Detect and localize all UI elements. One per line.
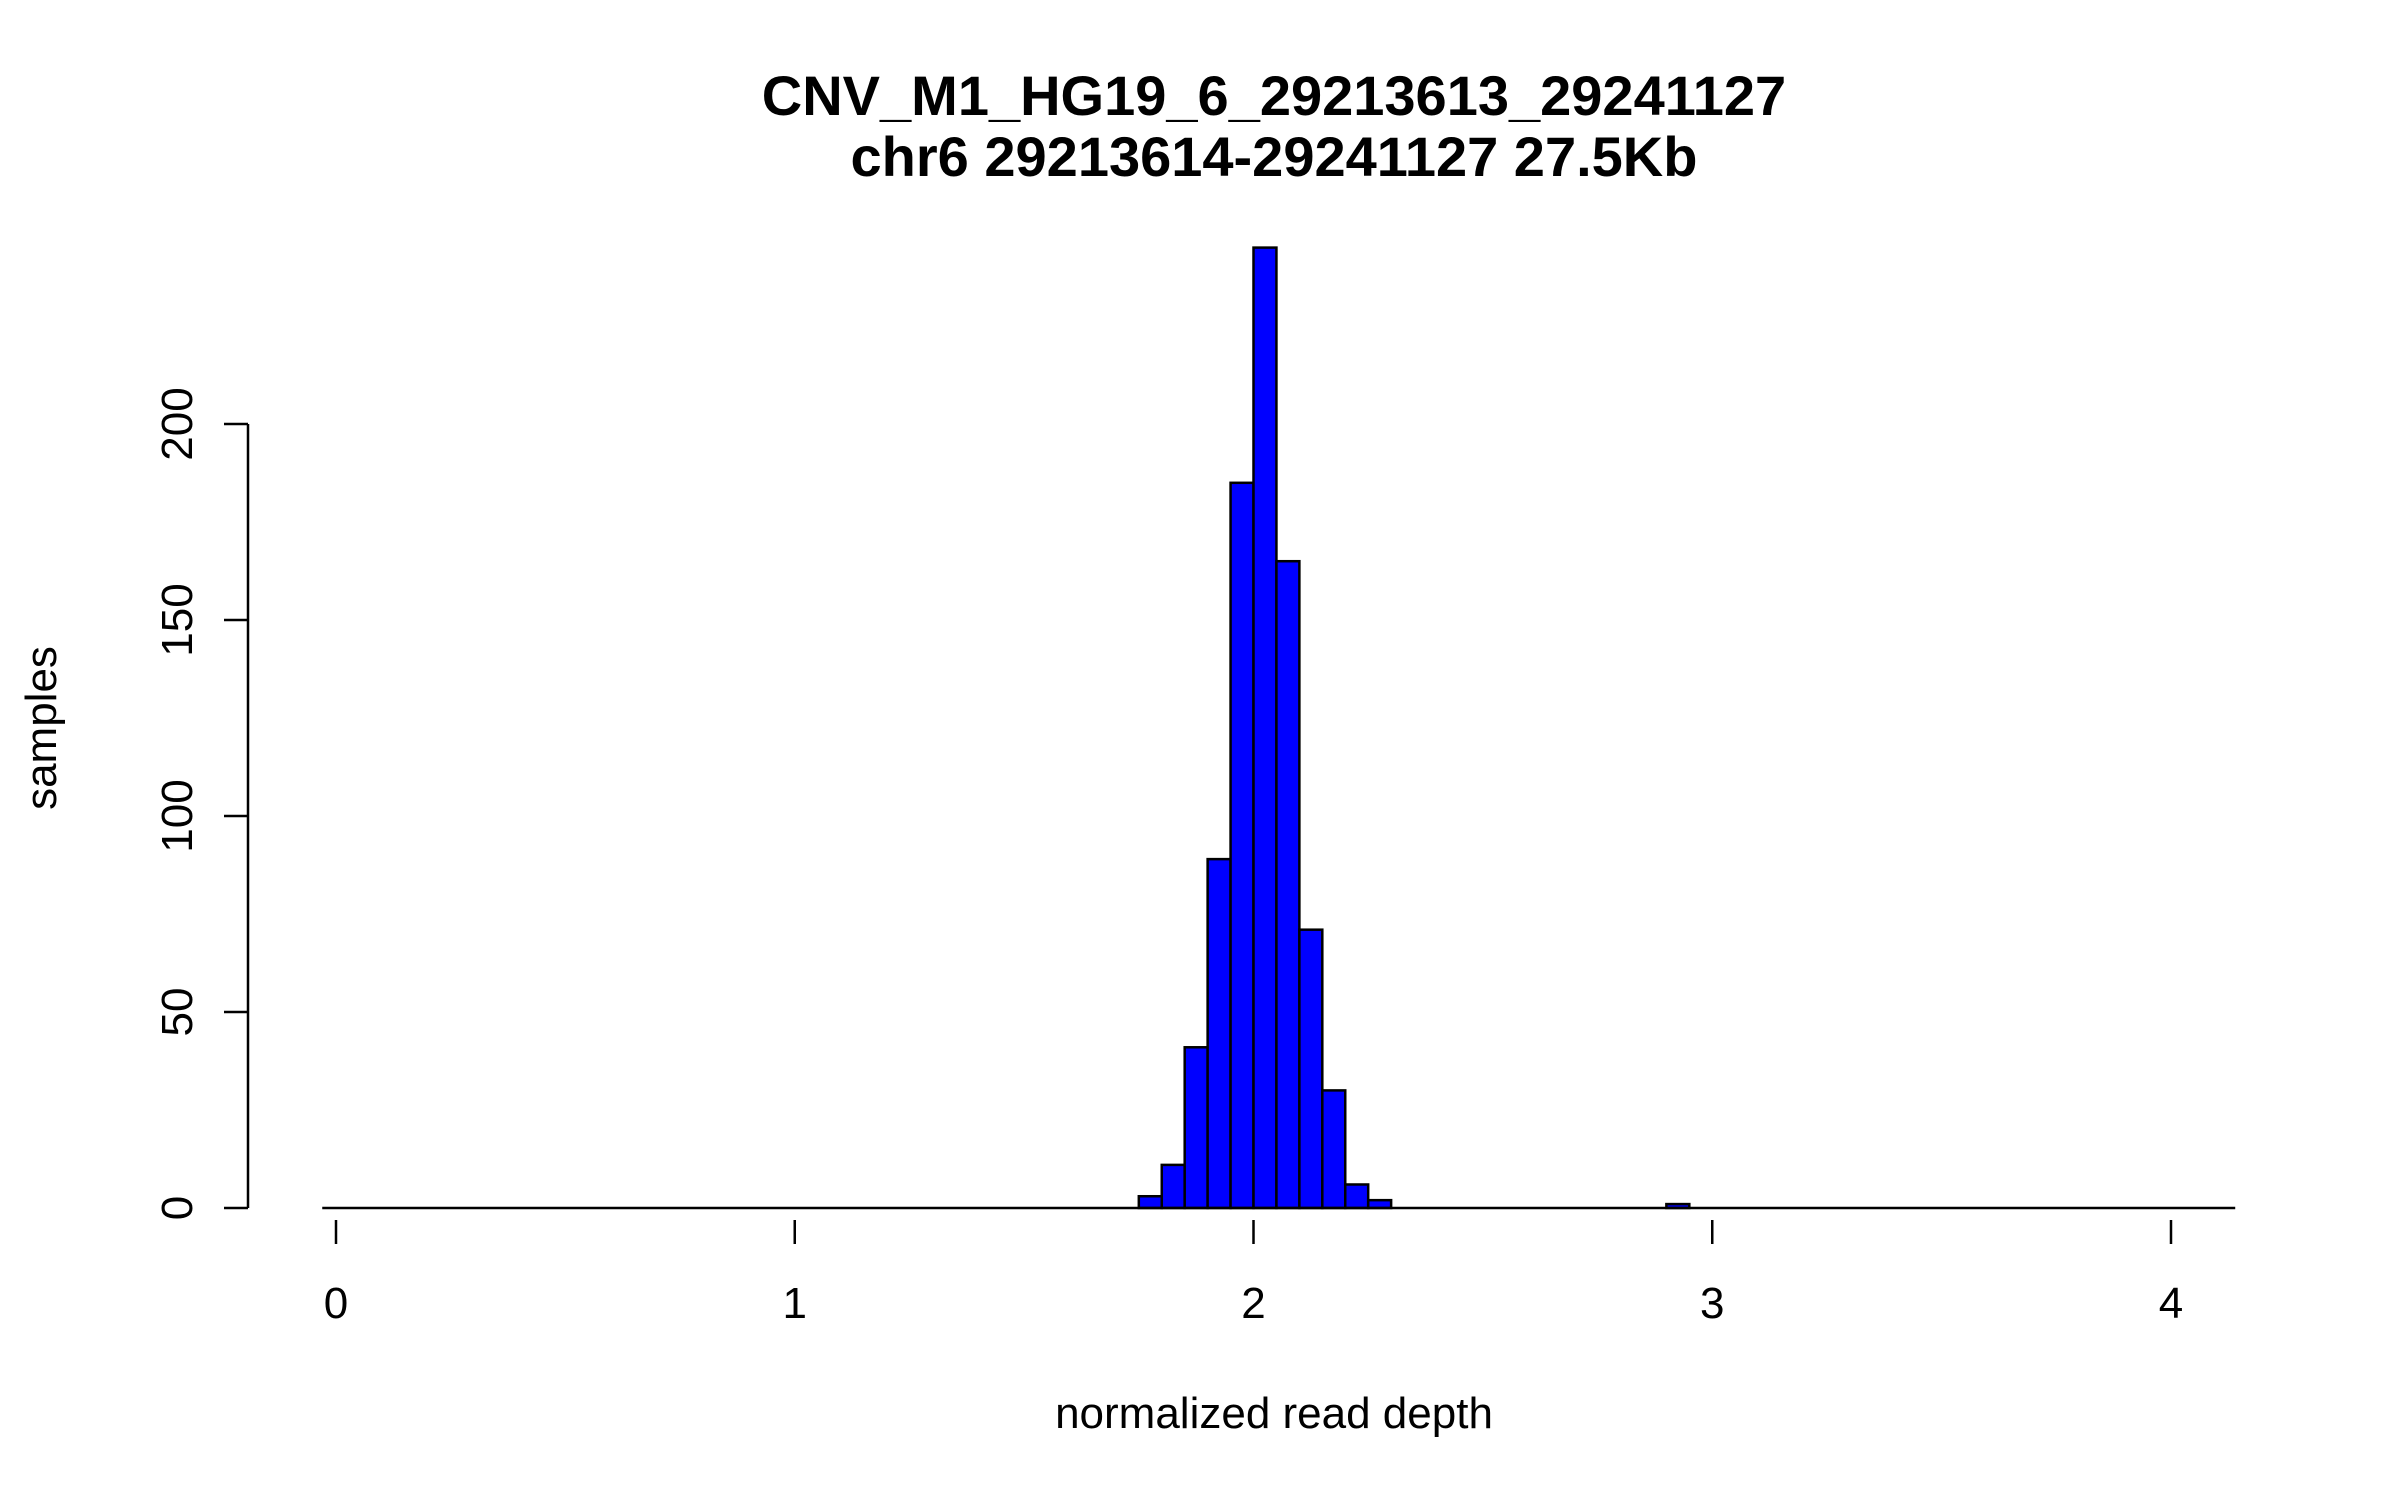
histogram-bar-5 [1206,857,1232,1210]
x-axis-label: normalized read depth [1055,1389,1493,1438]
histogram-bar-9 [1298,928,1324,1210]
y-ticks-group: 0 50 100 150 200 [153,387,248,1220]
histogram-bar-2 [1137,1194,1163,1210]
histogram-bar-7 [1252,246,1278,1210]
bars-group [322,246,2236,1210]
y-tick-label: 100 [153,779,202,852]
y-tick-label: 150 [153,583,202,656]
x-tick-label: 1 [783,1279,807,1328]
histogram-bar-10 [1321,1089,1347,1210]
y-axis-label: samples [17,646,66,810]
histogram-bar-8 [1275,559,1301,1210]
histogram-bar-11 [1344,1183,1370,1210]
x-tick-label: 3 [1700,1279,1724,1328]
chart-subtitle: chr6 29213614-29241127 27.5Kb [851,125,1698,188]
histogram-bar-3 [1160,1163,1186,1210]
y-tick-label: 50 [153,988,202,1037]
x-ticks-group: 0 1 2 3 4 [324,1220,2183,1328]
histogram-bar-4 [1183,1046,1209,1210]
x-tick-label: 0 [324,1279,348,1328]
y-tick-label: 0 [153,1196,202,1220]
x-tick-label: 2 [1241,1279,1265,1328]
chart-title: CNV_M1_HG19_6_29213613_29241127 [762,64,1786,127]
y-tick-label: 200 [153,387,202,460]
x-tick-label: 4 [2159,1279,2183,1328]
histogram-bar-6 [1229,481,1255,1210]
